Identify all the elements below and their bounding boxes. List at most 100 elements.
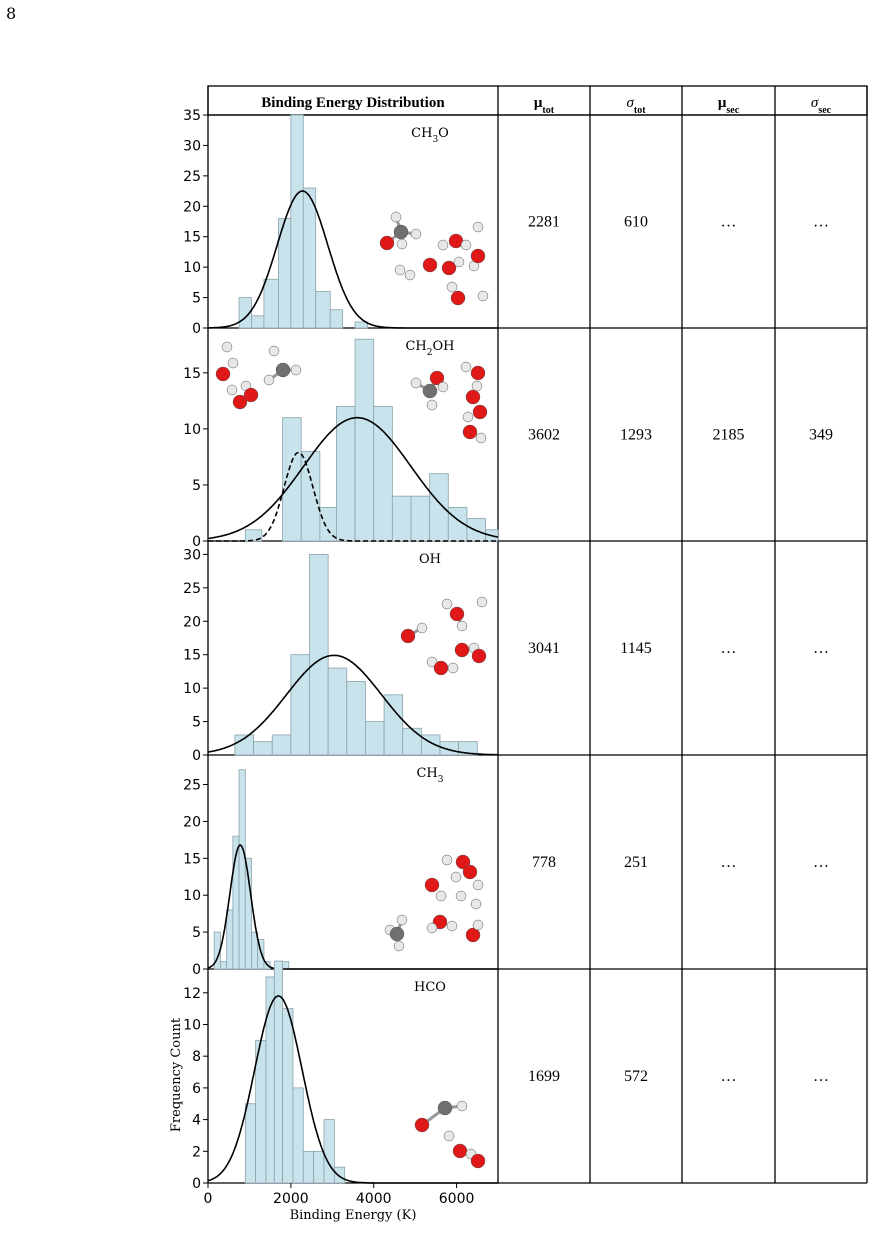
y-tick-label: 10 [183,1017,201,1033]
mu-tot-cell: 3602 [528,427,560,444]
species-label: CH3O [411,126,449,145]
molecule-atom [472,919,484,931]
species-label: HCO [414,980,446,995]
axis-labels: 0 2000 4000 6000 Binding Energy (K) Frequency… [169,1017,474,1223]
y-tick-label: 15 [183,851,201,867]
histogram-hco: 0 2 4 6 8 10 12 HCO [183,960,498,1192]
histogram-bar [257,939,265,970]
molecule-atom [441,260,457,276]
y-tick-label: 10 [183,422,201,438]
y-tick-label: 30 [183,547,201,563]
histogram-bar [244,529,263,542]
species-label: OH [419,552,441,567]
histogram-bar [226,909,234,970]
molecule-atom [426,399,438,411]
molecule-atom [275,362,291,378]
histogram-bar [391,495,412,542]
species-label: CH2OH [405,339,454,358]
y-tick-label: 4 [192,1113,201,1129]
y-tick-label: 10 [183,260,201,276]
mu-sec-cell: … [721,214,737,231]
mu-tot-cell: 778 [532,854,556,871]
molecule-atom [462,411,474,423]
y-tick-label: 20 [183,614,201,630]
histogram-bar [244,857,252,970]
molecule-atom [470,898,482,910]
histogram-bar [290,114,304,329]
secondary-fit-curve [208,451,498,542]
table-grid [207,85,868,1184]
molecule-atom [394,264,406,276]
mu-sec-cell: … [721,1068,737,1085]
y-tick-label: 35 [183,108,201,124]
molecule-atom [263,374,275,386]
y-tick-label: 25 [183,778,201,794]
header-1: μtot [534,95,555,116]
table-cells: 2281 610 … … 3602 1293 2185 349 3041 1145 … … 778 251… [528,214,833,1086]
molecule-atom [475,432,487,444]
y-tick-label: 25 [183,169,201,185]
y-tick-label: 5 [192,925,201,941]
y-tick-label: 12 [183,986,201,1002]
histogram-bar [271,734,292,756]
molecule-atom [414,1117,430,1133]
histogram-ch3: 0 5 10 15 20 25 CH3 [183,766,498,978]
y-tick-label: 8 [192,1049,201,1065]
molecule-atom [290,364,302,376]
molecule-atom [400,628,416,644]
y-tick-label: 30 [183,138,201,154]
mu-tot-cell: 2281 [528,214,560,231]
y-tick-label: 10 [183,888,201,904]
molecule-atom [232,394,248,410]
histogram-bar [238,769,246,970]
histogram-bar [429,473,449,542]
y-tick-label: 0 [192,962,201,978]
y-tick-label: 20 [183,199,201,215]
molecule-atom [393,224,409,240]
molecule-atom [465,389,481,405]
histogram-bar [253,741,273,756]
y-tick-label: 10 [183,681,201,697]
histogram-ch3o: 0 5 10 15 20 25 30 35 CH3O [183,108,498,337]
molecule-atom [390,211,402,223]
molecule-atom [460,239,472,251]
y-tick-label: 5 [192,291,201,307]
molecule-atom [437,239,449,251]
molecule-atom [447,662,459,674]
sigma-sec-cell: … [813,854,829,871]
molecule-atom [472,221,484,233]
molecule-atom [243,387,259,403]
molecule-atom [221,341,233,353]
y-tick-label: 25 [183,581,201,597]
sigma-sec-cell: … [813,1068,829,1085]
species-label: CH3 [416,766,443,785]
molecule-atom [389,926,405,942]
molecule-atom [452,1143,468,1159]
histogram-bar [410,495,431,542]
page-number: 8 [6,4,17,23]
header-2: σtot [626,95,646,116]
histogram-bar [282,1008,294,1184]
molecule-atom [471,380,483,392]
y-axis-label: Frequency Count [169,1017,184,1132]
x-tick-label: 6000 [439,1191,475,1207]
histogram-bar [292,1087,304,1184]
histogram-bar [255,1039,267,1184]
molecule-atom [450,290,466,306]
sigma-tot-cell: 572 [624,1068,648,1085]
gaussian-fit-curve [207,416,499,540]
molecule-atom [396,238,408,250]
molecule-atom [433,660,449,676]
table-header-row: Binding Energy Distribution μtot σtot μsec σ… [261,95,831,116]
molecule-atom [477,290,489,302]
molecule-atom [227,357,239,369]
histogram-bar [336,406,356,542]
sigma-sec-cell: … [813,640,829,657]
molecule-atom [472,404,488,420]
molecule-atom [416,622,428,634]
sigma-sec-cell: … [813,214,829,231]
mu-tot-cell: 1699 [528,1068,560,1085]
sigma-sec-cell: 349 [809,427,833,444]
histogram-bar [220,961,228,970]
molecule-atom [429,370,445,386]
